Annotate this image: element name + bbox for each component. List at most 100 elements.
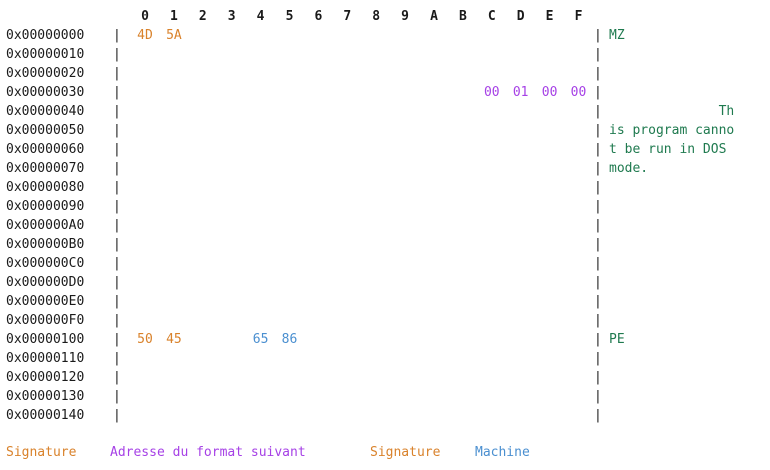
row-separator-left: |: [113, 47, 121, 62]
column-header: 5: [285, 9, 294, 24]
legend-item-signature: Signature: [370, 445, 441, 460]
row-separator-left: |: [113, 180, 121, 195]
row-separator-left: |: [113, 85, 121, 100]
row-separator-left: |: [113, 66, 121, 81]
row-address: 0x00000000: [6, 28, 85, 43]
byte-signature: 50: [137, 332, 153, 347]
legend-item-machine: Machine: [475, 445, 530, 460]
byte-machine: 86: [281, 332, 298, 347]
row-separator-right: |: [594, 199, 602, 214]
column-header: 6: [314, 9, 323, 24]
row-separator-left: |: [113, 237, 121, 252]
row-separator-right: |: [594, 142, 602, 157]
column-header: 4: [256, 9, 265, 24]
row-address: 0x00000130: [6, 389, 85, 404]
row-separator-right: |: [594, 123, 602, 138]
row-address: 0x000000C0: [6, 256, 85, 271]
row-address: 0x000000A0: [6, 218, 85, 233]
row-separator-right: |: [594, 28, 602, 43]
byte-next-format-address: 01: [512, 85, 529, 100]
row-separator-left: |: [113, 104, 121, 119]
row-separator-left: |: [113, 256, 121, 271]
row-separator-left: |: [113, 199, 121, 214]
row-address: 0x00000030: [6, 85, 85, 100]
column-header: 7: [343, 9, 352, 24]
row-separator-right: |: [594, 104, 602, 119]
row-address: 0x000000E0: [6, 294, 85, 309]
column-header: 3: [227, 9, 236, 24]
row-separator-left: |: [113, 275, 121, 290]
row-separator-right: |: [594, 180, 602, 195]
row-separator-left: |: [113, 332, 121, 347]
row-separator-left: |: [113, 294, 121, 309]
column-header: 8: [372, 9, 381, 24]
row-separator-left: |: [113, 28, 121, 43]
column-header: A: [430, 9, 438, 24]
row-separator-right: |: [594, 351, 602, 366]
row-address: 0x000000B0: [6, 237, 85, 252]
row-address: 0x00000070: [6, 161, 85, 176]
column-header: C: [487, 9, 496, 24]
row-separator-left: |: [113, 389, 121, 404]
column-header: 1: [169, 9, 178, 24]
byte-next-format-address: 00: [570, 85, 587, 100]
row-separator-left: |: [113, 161, 121, 176]
row-separator-right: |: [594, 47, 602, 62]
row-address: 0x000000D0: [6, 275, 85, 290]
byte-signature: 4D: [137, 28, 153, 43]
column-header: 2: [198, 9, 207, 24]
row-separator-right: |: [594, 275, 602, 290]
row-separator-right: |: [594, 237, 602, 252]
row-address: 0x00000120: [6, 370, 85, 385]
row-address: 0x000000F0: [6, 313, 85, 328]
row-separator-right: |: [594, 370, 602, 385]
row-address: 0x00000100: [6, 332, 85, 347]
row-address: 0x00000080: [6, 180, 85, 195]
row-separator-left: |: [113, 351, 121, 366]
column-header: 9: [401, 9, 409, 24]
ascii-text: Th: [609, 104, 735, 119]
row-separator-right: |: [594, 256, 602, 271]
row-address: 0x00000090: [6, 199, 85, 214]
legend-item-next-format-address: Adresse du format suivant: [110, 445, 306, 460]
row-separator-left: |: [113, 408, 121, 423]
row-separator-left: |: [113, 218, 121, 233]
row-address: 0x00000050: [6, 123, 85, 138]
row-separator-left: |: [113, 313, 121, 328]
row-separator-right: |: [594, 332, 602, 347]
byte-next-format-address: 00: [541, 85, 558, 100]
ascii-text: mode.: [609, 161, 649, 176]
column-header: E: [545, 9, 554, 24]
row-address: 0x00000140: [6, 408, 85, 423]
row-address: 0x00000010: [6, 47, 85, 62]
byte-signature: 5A: [166, 28, 182, 43]
row-separator-left: |: [113, 142, 121, 157]
column-header: F: [574, 9, 583, 24]
row-address: 0x00000040: [6, 104, 85, 119]
column-header: 0: [141, 9, 149, 24]
row-separator-right: |: [594, 294, 602, 309]
row-separator-right: |: [594, 218, 602, 233]
column-header: D: [516, 9, 525, 24]
legend-item-signature: Signature: [6, 445, 77, 460]
ascii-text: PE: [609, 332, 625, 347]
row-separator-left: |: [113, 123, 121, 138]
byte-signature: 45: [166, 332, 182, 347]
row-address: 0x00000110: [6, 351, 85, 366]
row-separator-right: |: [594, 313, 602, 328]
column-header: B: [458, 9, 467, 24]
ascii-text: MZ: [609, 28, 625, 43]
ascii-text: t be run in DOS: [609, 142, 735, 157]
row-separator-right: |: [594, 389, 602, 404]
row-address: 0x00000060: [6, 142, 85, 157]
row-separator-right: |: [594, 408, 602, 423]
row-separator-right: |: [594, 85, 602, 100]
row-separator-right: |: [594, 66, 602, 81]
row-address: 0x00000020: [6, 66, 85, 81]
byte-next-format-address: 00: [483, 85, 500, 100]
byte-machine: 65: [252, 332, 269, 347]
row-separator-right: |: [594, 161, 602, 176]
row-separator-left: |: [113, 370, 121, 385]
ascii-text: is program canno: [609, 123, 735, 138]
